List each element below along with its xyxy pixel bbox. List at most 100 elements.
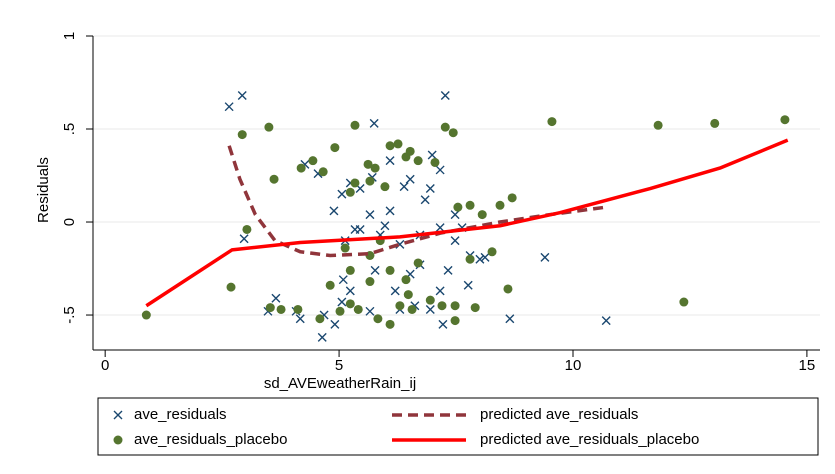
point — [465, 254, 475, 264]
x-marker-stroke — [425, 304, 435, 314]
point — [450, 301, 460, 311]
x-marker-stroke — [463, 280, 473, 290]
point — [507, 193, 517, 203]
x-marker-stroke — [337, 297, 347, 307]
x-marker-stroke — [329, 206, 339, 216]
point — [487, 247, 497, 257]
point — [265, 303, 275, 313]
point — [413, 258, 423, 268]
point — [340, 243, 350, 253]
x-marker-stroke — [237, 91, 247, 101]
x-marker — [317, 332, 327, 342]
x-axis-title: sd_AVEweatherRain_ij — [264, 375, 416, 392]
point — [269, 174, 279, 184]
x-marker — [239, 234, 249, 244]
x-marker — [405, 174, 415, 184]
x-marker — [390, 286, 400, 296]
x-marker — [435, 286, 445, 296]
x-marker — [113, 410, 123, 420]
x-marker — [427, 150, 437, 160]
point — [350, 178, 360, 188]
x-marker — [480, 252, 490, 262]
x-marker — [435, 223, 445, 233]
y-tick-label: .5 — [61, 123, 78, 136]
point — [393, 139, 403, 149]
x-marker-stroke — [405, 174, 415, 184]
x-marker — [369, 118, 379, 128]
x-marker-stroke — [390, 286, 400, 296]
point — [679, 297, 689, 307]
legend-label: ave_residuals — [134, 406, 227, 423]
point — [405, 146, 415, 156]
x-marker — [237, 91, 247, 101]
point — [407, 304, 417, 314]
x-marker — [420, 195, 430, 205]
point — [226, 282, 236, 292]
legend-label: ave_residuals_placebo — [134, 431, 287, 448]
point — [710, 118, 720, 128]
x-marker-stroke — [369, 118, 379, 128]
point — [448, 128, 458, 138]
x-marker — [385, 156, 395, 166]
point — [395, 301, 405, 311]
y-tick-label: -.5 — [61, 306, 78, 324]
x-marker — [330, 319, 340, 329]
point — [365, 176, 375, 186]
point — [440, 122, 450, 132]
x-marker-stroke — [295, 314, 305, 324]
point — [264, 122, 274, 132]
point — [425, 295, 435, 305]
x-marker — [337, 297, 347, 307]
point — [437, 301, 447, 311]
x-marker-stroke — [438, 319, 448, 329]
point — [276, 304, 286, 314]
y-axis-title: Residuals — [35, 157, 52, 223]
point — [453, 202, 463, 212]
point — [413, 156, 423, 166]
x-marker — [329, 206, 339, 216]
x-marker-stroke — [450, 210, 460, 220]
x-marker — [345, 286, 355, 296]
x-marker-stroke — [385, 156, 395, 166]
x-marker-stroke — [337, 189, 347, 199]
point — [503, 284, 513, 294]
point — [325, 280, 335, 290]
point — [365, 277, 375, 287]
x-tick-label: 15 — [799, 357, 816, 374]
point — [385, 265, 395, 275]
x-marker-stroke — [440, 91, 450, 101]
point — [308, 156, 318, 166]
x-marker — [601, 316, 611, 326]
point — [318, 167, 328, 177]
x-marker-stroke — [395, 239, 405, 249]
x-marker — [540, 252, 550, 262]
x-marker — [435, 165, 445, 175]
point — [465, 200, 475, 210]
point — [385, 319, 395, 329]
point — [547, 117, 557, 127]
x-marker-stroke — [505, 314, 515, 324]
point — [315, 314, 325, 324]
point — [373, 314, 383, 324]
x-marker — [370, 265, 380, 275]
x-marker — [450, 210, 460, 220]
x-marker — [365, 306, 375, 316]
point — [335, 306, 345, 316]
y-tick-label: 0 — [61, 218, 78, 226]
x-marker — [425, 304, 435, 314]
point — [363, 159, 373, 169]
x-marker-stroke — [345, 286, 355, 296]
point — [141, 310, 151, 320]
x-marker — [450, 236, 460, 246]
x-tick-label: 0 — [101, 357, 109, 374]
point — [353, 304, 363, 314]
x-marker-stroke — [385, 206, 395, 216]
point — [477, 210, 487, 220]
point — [370, 163, 380, 173]
x-marker-stroke — [420, 195, 430, 205]
x-marker-stroke — [338, 275, 348, 285]
x-marker — [463, 280, 473, 290]
x-tick-label: 10 — [565, 357, 582, 374]
x-marker-stroke — [427, 150, 437, 160]
legend-label: predicted ave_residuals_placebo — [480, 431, 699, 448]
